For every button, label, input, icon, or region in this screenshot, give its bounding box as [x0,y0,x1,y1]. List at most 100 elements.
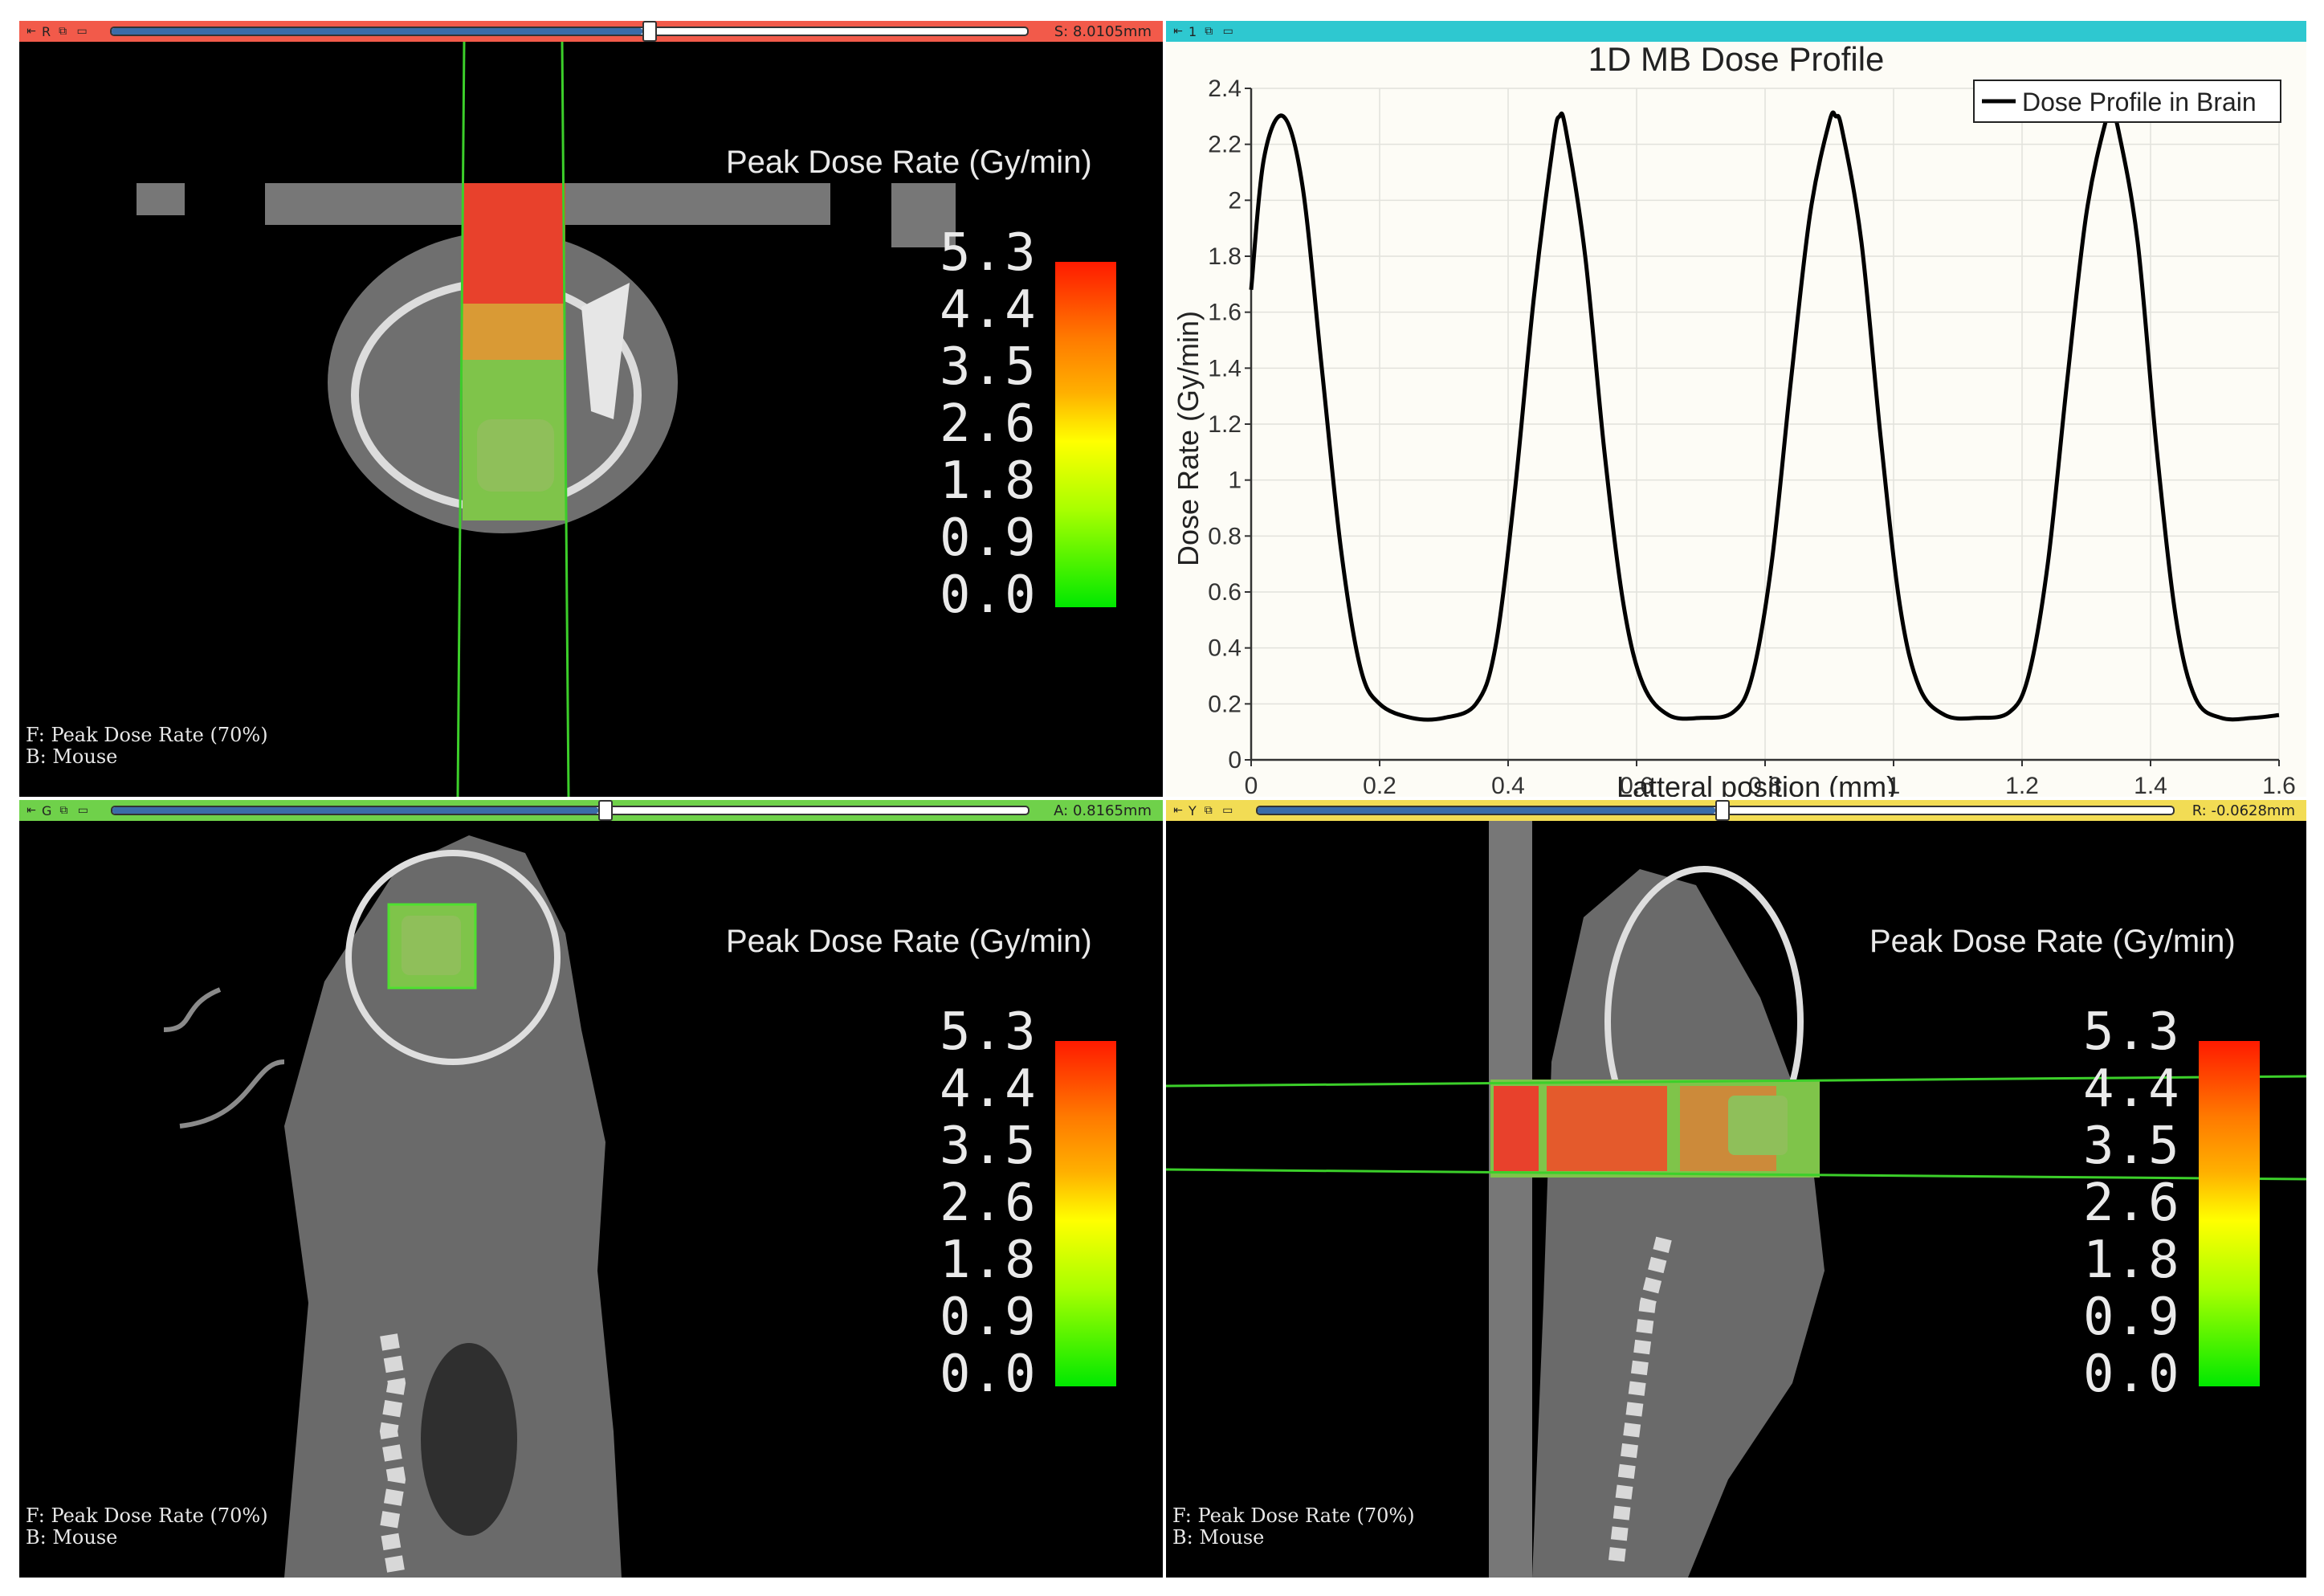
yellow-slice-view[interactable]: ⇤ Y ⧉ ▭ R: -0.0628mm Peak Dose Rate (Gy/… [1166,800,2306,1578]
slice-offset-slider[interactable] [111,800,1030,821]
window-icon[interactable]: ▭ [1222,804,1233,817]
view-tag: R [42,23,51,39]
y-tick-label: 1 [1228,467,1242,494]
dose-overlay-high [1547,1086,1667,1171]
colorbar-title: Peak Dose Rate (Gy/min) [726,924,1092,959]
green-slice-view[interactable]: ⇤ G ⧉ ▭ A: 0.8165mm Peak Dose Rate (Gy/m… [19,800,1163,1578]
slice-offset-value: R: -0.0628mm [2191,802,2295,819]
colorbar-label: 3.5 [940,337,1038,397]
skull-bone [345,850,561,1065]
colorbar-label: 0.0 [2083,1345,2181,1404]
y-tick-label: 2.4 [1208,76,1242,102]
spine [1608,1236,1672,1569]
chart-ticks: 0 0.2 0.4 0.6 0.8 1 1.2 1.4 1.6 0 0.2 0.4 0.6 0.8 1 1.2… [1208,76,2296,797]
yellow-slice-image[interactable] [1166,821,2306,1578]
link-icon[interactable]: ⧉ [1205,25,1213,38]
colorbar-label: 2.6 [940,1174,1038,1233]
slider-fill [112,28,643,35]
green-slice-image[interactable] [19,821,1163,1578]
y-tick-label: 1.8 [1208,243,1242,270]
corner-annotation: F: Peak Dose Rate (70%) B: Mouse [1172,1505,1415,1549]
corner-annotation: F: Peak Dose Rate (70%) B: Mouse [26,1505,268,1549]
colorbar-gradient [1055,262,1116,607]
pin-icon[interactable]: ⇤ [1173,804,1183,817]
x-tick-label: 1 [1887,773,1901,797]
slice-offset-value: A: 0.8165mm [1054,802,1152,819]
view-tag: 1 [1189,23,1197,39]
colorbar-label: 2.6 [2083,1174,2181,1233]
slider-thumb[interactable] [1714,800,1730,821]
x-tick-label: 0 [1245,773,1258,797]
chart-view[interactable]: ⇤ 1 ⧉ ▭ 0 0.2 0.4 0.6 0.8 1 1.2 1.4 1.6 0 0.2 0.4 0.… [1166,21,2306,797]
beam-line [456,42,466,797]
y-tick-label: 0 [1228,747,1242,774]
colorbar-label: 1.8 [940,451,1038,511]
colorbar-labels: 5.3 4.4 3.5 2.6 1.8 0.9 0.0 [940,225,1038,624]
colorbar-gradient [2199,1041,2260,1386]
colorbar-title: Peak Dose Rate (Gy/min) [1869,924,2236,959]
window-icon[interactable]: ▭ [76,25,88,38]
y-tick-label: 2.2 [1208,132,1242,158]
colorbar-label: 0.0 [940,1345,1038,1404]
x-tick-label: 1.4 [2134,773,2167,797]
y-tick-label: 0.6 [1208,579,1242,606]
slice-offset-slider[interactable] [110,21,1029,42]
foreground-label: F: Peak Dose Rate (70%) [1172,1504,1415,1527]
colorbar-gradient [1055,1041,1116,1386]
colorbar-label: 2.6 [940,394,1038,454]
link-icon[interactable]: ⧉ [59,25,67,38]
red-slice-image[interactable] [19,42,1163,797]
chart-title: 1D MB Dose Profile [1588,42,1885,78]
lung [421,1343,517,1536]
colorbar-label: 1.8 [2083,1231,2181,1290]
x-tick-label: 1.6 [2262,773,2296,797]
background-label: B: Mouse [26,745,118,768]
slice-offset-value: S: 8.0105mm [1054,22,1152,40]
colorbar-label: 0.9 [2083,1288,2181,1347]
red-view-controller-bar: ⇤ R ⧉ ▭ S: 8.0105mm [19,21,1163,42]
colorbar-label: 5.3 [940,223,1038,283]
slider-thumb[interactable] [642,21,658,42]
pin-icon[interactable]: ⇤ [27,804,36,817]
pin-icon[interactable]: ⇤ [1173,25,1183,38]
link-icon[interactable]: ⧉ [1204,804,1213,817]
foreground-label: F: Peak Dose Rate (70%) [26,724,268,746]
view-tag: G [42,802,52,818]
target-region [477,419,554,492]
green-view-controller-bar: ⇤ G ⧉ ▭ A: 0.8165mm [19,800,1163,821]
whisker [179,1059,285,1129]
red-slice-view[interactable]: ⇤ R ⧉ ▭ S: 8.0105mm Peak Do [19,21,1163,797]
link-icon[interactable]: ⧉ [59,804,68,817]
slider-thumb[interactable] [597,800,613,821]
y-tick-label: 2 [1228,187,1242,214]
colorbar-label: 4.4 [940,1059,1038,1119]
y-tick-label: 1.4 [1208,355,1242,382]
holder-bar [1489,821,1532,1578]
window-icon[interactable]: ▭ [1222,25,1233,38]
mouse-body [1532,869,1825,1578]
y-tick-label: 0.2 [1208,691,1242,717]
colorbar-label: 3.5 [940,1116,1038,1176]
colorbar-label: 4.4 [940,280,1038,340]
legend-box [1973,80,2281,123]
window-icon[interactable]: ▭ [77,804,89,817]
target-region [402,916,461,975]
beam-line [561,42,570,797]
slice-offset-slider[interactable] [1255,800,2175,821]
colorbar-label: 0.0 [940,565,1038,625]
pin-icon[interactable]: ⇤ [27,25,36,38]
foreground-label: F: Peak Dose Rate (70%) [26,1504,268,1527]
chart-view-controller-bar: ⇤ 1 ⧉ ▭ [1166,21,2306,42]
beam-line [1166,1168,2306,1181]
spine [379,1333,406,1578]
chart-grid [1250,88,2280,761]
dose-overlay-high [1494,1086,1539,1171]
x-tick-label: 0.4 [1491,773,1525,797]
holder-block [137,183,185,215]
x-tick-label: 0.6 [1620,773,1653,797]
colorbar-label: 0.9 [940,1288,1038,1347]
colorbar-labels: 5.3 4.4 3.5 2.6 1.8 0.9 0.0 [2083,1004,2181,1403]
yellow-view-controller-bar: ⇤ Y ⧉ ▭ R: -0.0628mm [1166,800,2306,821]
colorbar-label: 3.5 [2083,1116,2181,1176]
slider-fill [112,807,598,814]
